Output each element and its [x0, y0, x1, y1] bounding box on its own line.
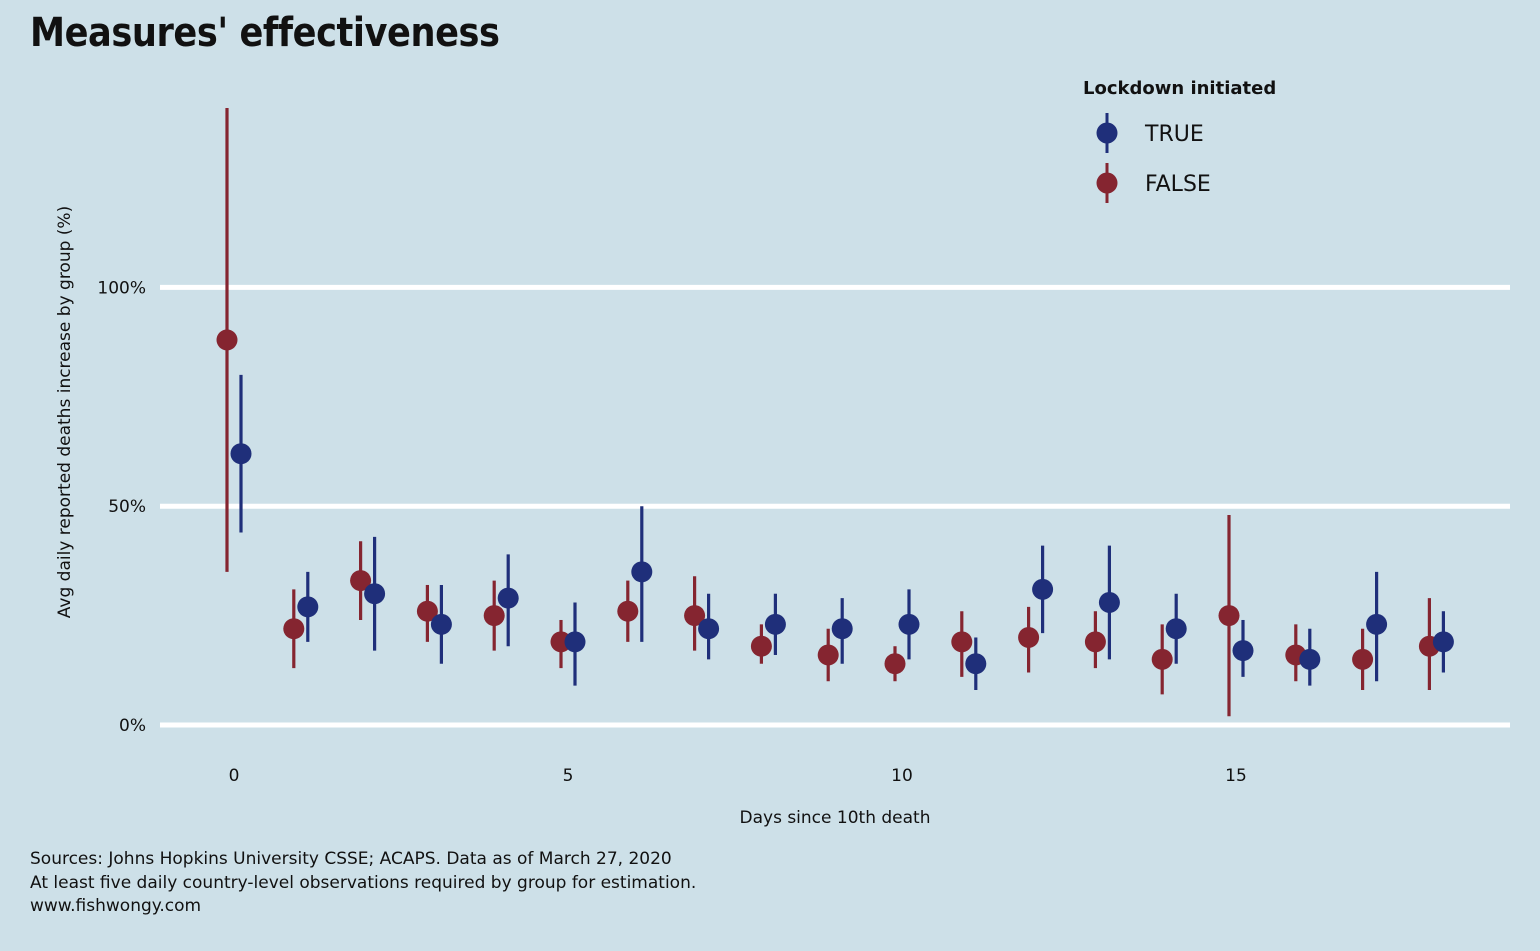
- legend-label: TRUE: [1144, 122, 1204, 147]
- y-tick-label: 50%: [108, 497, 146, 517]
- data-point: [1232, 640, 1254, 662]
- data-point: [1366, 613, 1388, 635]
- chart-title: Measures' effectiveness: [30, 10, 500, 56]
- data-point: [1098, 591, 1120, 613]
- data-point: [951, 631, 973, 653]
- legend: Lockdown initiated TRUE FALSE: [1083, 78, 1276, 203]
- data-point: [1018, 626, 1040, 648]
- data-point: [817, 644, 839, 666]
- data-point: [297, 596, 319, 618]
- x-tick-label: 10: [891, 766, 913, 786]
- y-axis-title: Avg daily reported deaths increase by gr…: [55, 206, 75, 618]
- data-point: [884, 653, 906, 675]
- data-point: [698, 618, 720, 640]
- data-point: [1151, 648, 1173, 670]
- caption-website: www.fishwongy.com: [30, 896, 202, 916]
- data-point: [1432, 631, 1454, 653]
- data-point: [750, 635, 772, 657]
- y-tick-label: 100%: [97, 278, 146, 298]
- data-point: [1218, 605, 1240, 627]
- data-point: [416, 600, 438, 622]
- data-point: [283, 618, 305, 640]
- data-point: [1299, 648, 1321, 670]
- caption-note: At least five daily country-level observ…: [30, 872, 697, 893]
- data-point: [216, 329, 238, 351]
- x-tick-label: 15: [1225, 766, 1247, 786]
- caption-sources: Sources: Johns Hopkins University CSSE; …: [30, 849, 672, 869]
- grid-lines: [160, 284, 1510, 728]
- x-axis-ticks: 0 5 10 15: [229, 766, 1247, 786]
- x-tick-label: 0: [229, 766, 240, 786]
- data-point: [364, 583, 386, 605]
- data-point: [617, 600, 639, 622]
- data-point: [965, 653, 987, 675]
- legend-item-false: FALSE: [1096, 163, 1211, 203]
- data-point: [1165, 618, 1187, 640]
- data-point: [230, 443, 252, 465]
- data-series: [216, 107, 1454, 717]
- legend-label: FALSE: [1145, 172, 1211, 197]
- series-false: [216, 107, 1440, 717]
- legend-item-true: TRUE: [1096, 113, 1204, 153]
- legend-key-point: [1096, 122, 1118, 144]
- legend-title: Lockdown initiated: [1083, 78, 1276, 99]
- data-point: [430, 613, 452, 635]
- x-tick-label: 5: [563, 766, 574, 786]
- data-point: [497, 587, 519, 609]
- data-point: [1352, 648, 1374, 670]
- data-point: [1084, 631, 1106, 653]
- series-true: [230, 374, 1454, 690]
- data-point: [564, 631, 586, 653]
- data-point: [831, 618, 853, 640]
- data-point: [898, 613, 920, 635]
- legend-key-point: [1096, 172, 1118, 194]
- y-axis-ticks: 0% 50% 100%: [97, 278, 146, 736]
- data-point: [684, 605, 706, 627]
- data-point: [631, 561, 653, 583]
- data-point: [350, 570, 372, 592]
- data-point: [483, 605, 505, 627]
- y-tick-label: 0%: [119, 716, 146, 736]
- data-point: [1032, 578, 1054, 600]
- x-axis-title: Days since 10th death: [740, 808, 931, 828]
- caption: Sources: Johns Hopkins University CSSE; …: [30, 848, 696, 919]
- data-point: [764, 613, 786, 635]
